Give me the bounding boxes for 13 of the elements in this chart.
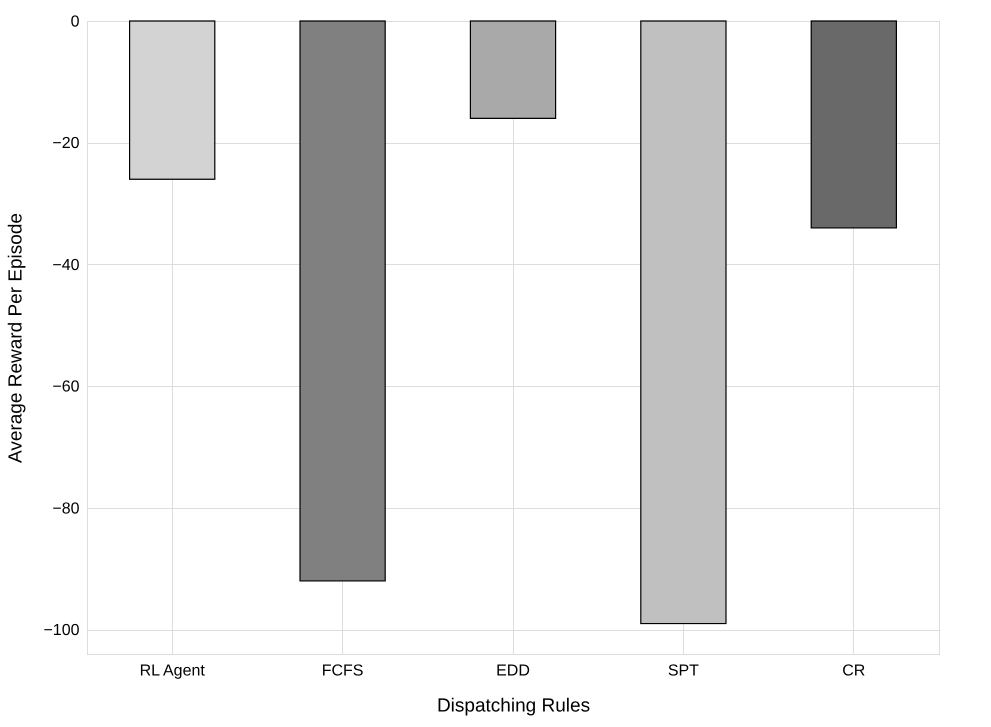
y-axis-title: Average Reward Per Episode — [5, 213, 26, 463]
y-tick-label: 0 — [70, 14, 80, 30]
y-tick-label: −100 — [43, 622, 80, 640]
y-tick-label: −60 — [52, 378, 80, 396]
x-tick-label: FCFS — [322, 662, 364, 680]
x-tick-label: EDD — [496, 662, 530, 680]
x-tick-label: SPT — [668, 662, 700, 680]
x-tick-label: CR — [842, 662, 866, 680]
x-axis-title: Dispatching Rules — [436, 696, 590, 716]
y-tick-label: −40 — [52, 256, 80, 274]
x-tick-label: RL Agent — [140, 662, 206, 680]
y-tick-label: −20 — [52, 135, 80, 152]
y-tick-label: −80 — [52, 500, 80, 518]
